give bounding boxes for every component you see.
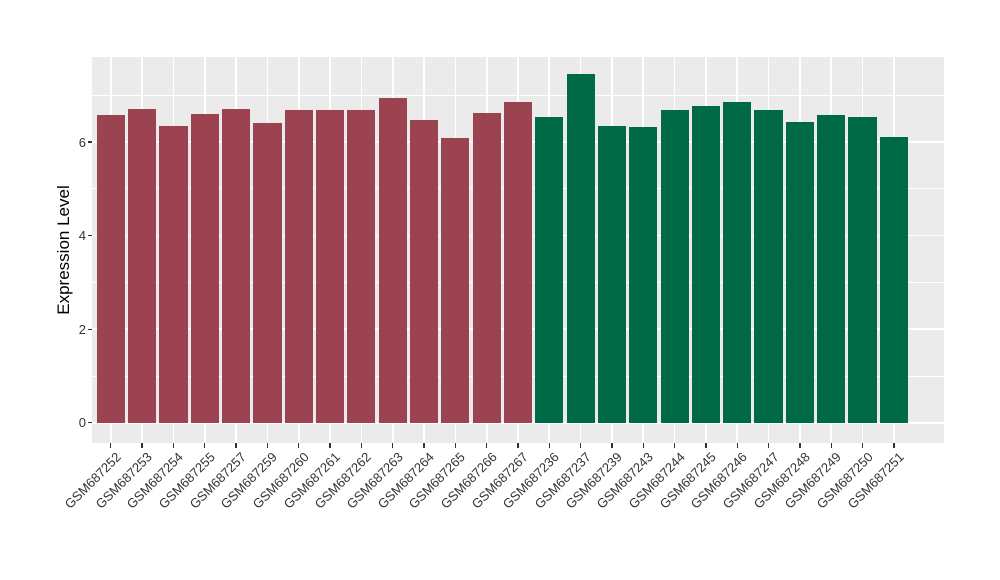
y-tick-label: 0 [78, 415, 86, 431]
y-tick-mark [87, 234, 92, 237]
y-tick-label: 2 [78, 321, 86, 337]
y-tick-label: 6 [78, 134, 86, 150]
x-tick-mark [172, 443, 175, 448]
bar [409, 120, 439, 423]
x-tick-mark [329, 443, 331, 448]
x-tick-mark [392, 443, 394, 448]
x-tick-mark [110, 443, 112, 448]
bar [472, 113, 501, 423]
bar [284, 110, 313, 423]
x-tick-mark [705, 443, 707, 448]
bar [315, 110, 345, 423]
bar [879, 136, 908, 423]
x-tick-mark [736, 443, 738, 448]
x-tick-mark [893, 443, 895, 448]
bar [253, 122, 282, 423]
x-tick-mark [767, 443, 770, 448]
bar [754, 110, 783, 423]
x-tick-mark [548, 443, 550, 448]
bar [597, 126, 627, 423]
y-tick-mark [87, 422, 92, 424]
bar [96, 115, 125, 423]
bar [691, 105, 721, 423]
bar [723, 101, 752, 423]
bar [347, 110, 376, 423]
x-tick-mark [141, 443, 143, 448]
bar [503, 101, 533, 423]
bar [190, 113, 219, 423]
y-tick-mark [87, 141, 92, 143]
x-tick-mark [799, 443, 801, 448]
x-tick-mark [204, 443, 206, 448]
y-tick-mark [87, 328, 92, 330]
x-tick-mark [861, 443, 864, 448]
x-tick-mark [485, 443, 488, 448]
x-tick-mark [642, 443, 644, 448]
x-tick-mark [579, 443, 582, 448]
bar [535, 116, 564, 423]
y-axis-title: Expression Level [54, 185, 73, 315]
x-tick-mark [611, 443, 613, 448]
bar [378, 98, 407, 423]
y-tick-label: 4 [78, 228, 86, 244]
bar [159, 125, 188, 423]
x-tick-mark [517, 443, 519, 448]
bar [221, 109, 251, 423]
x-tick-mark [454, 443, 457, 448]
bar [128, 108, 157, 423]
bar [785, 122, 814, 423]
bar [629, 127, 658, 423]
x-tick-mark [360, 443, 363, 448]
x-tick-mark [423, 443, 425, 448]
x-tick-mark [235, 443, 237, 448]
x-tick-mark [298, 443, 300, 448]
x-tick-mark [673, 443, 676, 448]
bar [660, 110, 689, 423]
bar [817, 115, 846, 423]
x-tick-mark [266, 443, 269, 448]
x-tick-mark [830, 443, 832, 448]
plot-panel [92, 57, 944, 443]
bar [566, 73, 595, 423]
bar [441, 138, 470, 423]
bar [848, 116, 877, 423]
